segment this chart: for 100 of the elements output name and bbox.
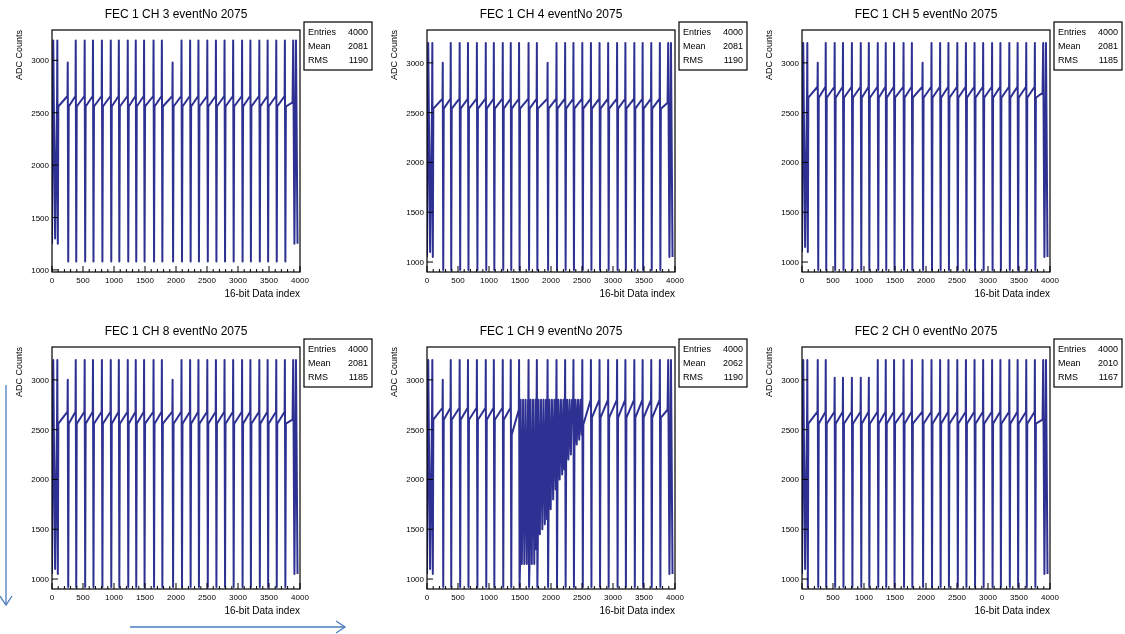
y-tick-label: 3000 bbox=[781, 58, 800, 68]
y-tick-label: 2000 bbox=[31, 161, 50, 171]
x-tick-label: 1500 bbox=[136, 593, 155, 602]
x-tick-label: 2000 bbox=[167, 276, 186, 285]
y-tick-label: 1500 bbox=[406, 525, 425, 535]
x-tick-label: 500 bbox=[76, 593, 91, 602]
x-tick-label: 1000 bbox=[855, 593, 874, 602]
text: 1190 bbox=[348, 55, 368, 65]
x-tick-label: 0 bbox=[799, 593, 805, 602]
text: 1185 bbox=[348, 372, 368, 382]
y-tick-label: 2500 bbox=[406, 425, 425, 435]
text: RMS bbox=[308, 55, 328, 65]
y-tick-label: 1000 bbox=[31, 265, 50, 275]
text: Mean bbox=[1058, 41, 1081, 51]
text: 2081 bbox=[347, 358, 368, 368]
text: Entries bbox=[683, 344, 712, 354]
text: Mean bbox=[1058, 358, 1081, 368]
text: Mean bbox=[683, 358, 706, 368]
x-tick-label: 2000 bbox=[917, 593, 936, 602]
y-tick-label: 2500 bbox=[781, 108, 800, 118]
x-tick-label: 0 bbox=[49, 593, 55, 602]
y-tick-label: 1000 bbox=[781, 575, 800, 585]
text: Mean bbox=[683, 41, 706, 51]
x-tick-label: 2500 bbox=[573, 593, 592, 602]
y-tick-label: 1500 bbox=[31, 213, 50, 223]
text: Entries bbox=[1058, 27, 1087, 37]
y-tick-label: 3000 bbox=[31, 375, 50, 385]
text: RMS bbox=[683, 372, 703, 382]
text: 4000 bbox=[722, 27, 743, 37]
x-tick-label: 1000 bbox=[105, 593, 124, 602]
chart-title: FEC 1 CH 8 eventNo 2075 bbox=[104, 324, 248, 338]
y-tick-label: 3000 bbox=[406, 58, 425, 68]
x-tick-label: 1000 bbox=[855, 276, 874, 285]
text: Entries bbox=[1058, 344, 1087, 354]
text: 1167 bbox=[1098, 372, 1118, 382]
x-tick-label: 4000 bbox=[1041, 593, 1060, 602]
x-tick-label: 2000 bbox=[542, 276, 561, 285]
y-tick-label: 2500 bbox=[406, 108, 425, 118]
text: Mean bbox=[308, 358, 331, 368]
y-tick-label: 1500 bbox=[406, 208, 425, 218]
x-tick-label: 4000 bbox=[666, 593, 685, 602]
text: RMS bbox=[1058, 55, 1078, 65]
text: 1190 bbox=[723, 372, 743, 382]
x-tick-label: 1000 bbox=[105, 276, 124, 285]
text: 2081 bbox=[1097, 41, 1118, 51]
x-tick-label: 500 bbox=[826, 593, 841, 602]
text: 4000 bbox=[1097, 344, 1118, 354]
y-tick-label: 1500 bbox=[31, 525, 50, 535]
x-tick-label: 3500 bbox=[1010, 593, 1029, 602]
chart-title: FEC 1 CH 9 eventNo 2075 bbox=[479, 324, 623, 338]
x-tick-label: 500 bbox=[451, 593, 466, 602]
x-tick-label: 2000 bbox=[167, 593, 186, 602]
text: RMS bbox=[683, 55, 703, 65]
x-tick-label: 1000 bbox=[480, 593, 499, 602]
text: 4000 bbox=[347, 27, 368, 37]
x-tick-label: 1500 bbox=[886, 276, 905, 285]
chart-title: FEC 1 CH 4 eventNo 2075 bbox=[479, 7, 623, 21]
x-tick-label: 500 bbox=[451, 276, 466, 285]
y-tick-label: 2500 bbox=[31, 108, 50, 118]
y-tick-label: 2000 bbox=[781, 475, 800, 485]
x-tick-label: 1500 bbox=[136, 276, 155, 285]
x-tick-label: 3000 bbox=[604, 276, 623, 285]
text: 4000 bbox=[347, 344, 368, 354]
x-tick-label: 3500 bbox=[260, 276, 279, 285]
y-tick-label: 2500 bbox=[31, 425, 50, 435]
x-tick-label: 2500 bbox=[948, 276, 967, 285]
x-tick-label: 0 bbox=[799, 276, 805, 285]
line-series bbox=[802, 41, 1049, 272]
x-axis-title: 16-bit Data index bbox=[974, 288, 1050, 299]
y-tick-label: 2000 bbox=[406, 158, 425, 168]
x-tick-label: 1500 bbox=[886, 593, 905, 602]
text: Entries bbox=[308, 27, 337, 37]
chart-title: FEC 2 CH 0 eventNo 2075 bbox=[854, 324, 998, 338]
chart-title: FEC 1 CH 5 eventNo 2075 bbox=[854, 7, 998, 21]
x-tick-label: 0 bbox=[49, 276, 55, 285]
line-series bbox=[427, 41, 674, 272]
x-tick-label: 500 bbox=[76, 276, 91, 285]
line-series bbox=[52, 358, 299, 589]
x-tick-label: 1500 bbox=[511, 593, 530, 602]
y-tick-label: 2500 bbox=[781, 425, 800, 435]
line-series bbox=[802, 358, 1049, 589]
y-axis-title: ADC Counts bbox=[389, 346, 399, 398]
text: 4000 bbox=[1097, 27, 1118, 37]
y-axis-title: ADC Counts bbox=[14, 29, 24, 81]
x-tick-label: 0 bbox=[424, 276, 430, 285]
x-tick-label: 3500 bbox=[1010, 276, 1029, 285]
y-tick-label: 1000 bbox=[31, 575, 50, 585]
x-axis-title: 16-bit Data index bbox=[224, 605, 300, 616]
y-tick-label: 2000 bbox=[31, 475, 50, 485]
y-tick-label: 1500 bbox=[781, 525, 800, 535]
y-tick-label: 2000 bbox=[781, 158, 800, 168]
x-tick-label: 3500 bbox=[635, 276, 654, 285]
y-tick-label: 1000 bbox=[406, 258, 425, 268]
chart-title: FEC 1 CH 3 eventNo 2075 bbox=[104, 7, 248, 21]
x-tick-label: 3000 bbox=[979, 276, 998, 285]
x-tick-label: 2000 bbox=[917, 276, 936, 285]
x-tick-label: 3500 bbox=[260, 593, 279, 602]
text: RMS bbox=[1058, 372, 1078, 382]
line-series bbox=[427, 358, 674, 589]
text: Mean bbox=[308, 41, 331, 51]
